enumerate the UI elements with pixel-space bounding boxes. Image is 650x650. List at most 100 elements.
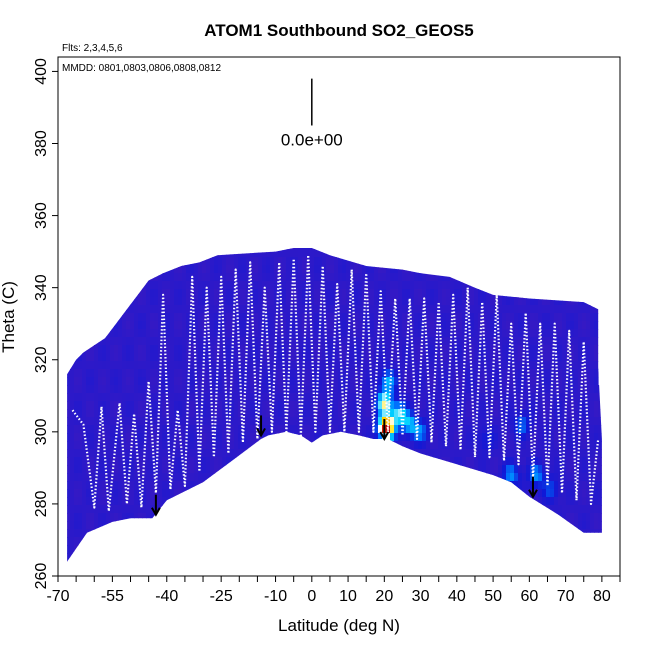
heatmap-cell xyxy=(518,329,523,338)
heatmap-cell xyxy=(106,393,111,402)
heatmap-cell xyxy=(94,353,99,362)
heatmap-cell xyxy=(366,353,371,362)
heatmap-cell xyxy=(542,329,547,338)
heatmap-cell xyxy=(194,281,199,290)
heatmap-cell xyxy=(590,505,595,514)
heatmap-cell xyxy=(494,345,499,354)
heatmap-cell xyxy=(458,385,463,394)
heatmap-cell xyxy=(514,457,519,466)
heatmap-cell xyxy=(134,409,139,418)
heatmap-cell xyxy=(570,497,575,506)
heatmap-cell xyxy=(502,377,507,386)
heatmap-cell xyxy=(158,497,163,506)
heatmap-cell xyxy=(594,353,599,362)
heatmap-cell xyxy=(166,385,171,394)
heatmap-cell xyxy=(406,297,411,306)
heatmap-cell xyxy=(74,449,79,458)
heatmap-cell xyxy=(138,313,143,322)
heatmap-cell xyxy=(174,353,179,362)
heatmap-cell xyxy=(254,321,259,330)
heatmap-cell xyxy=(538,449,543,458)
heatmap-cell xyxy=(174,393,179,402)
heatmap-cell xyxy=(278,377,283,386)
heatmap-cell xyxy=(514,433,519,442)
heatmap-cell xyxy=(342,321,347,330)
heatmap-cell xyxy=(206,345,211,354)
heatmap-cell xyxy=(494,441,499,450)
heatmap-cell xyxy=(498,417,503,426)
heatmap-cell xyxy=(206,369,211,378)
heatmap-cell xyxy=(526,457,531,466)
heatmap-cell xyxy=(250,377,255,386)
heatmap-cell xyxy=(550,433,555,442)
heatmap-cell xyxy=(202,449,207,458)
heatmap-cell xyxy=(270,289,275,298)
heatmap-cell xyxy=(426,449,431,458)
heatmap-cell xyxy=(478,465,483,474)
heatmap-cell xyxy=(394,433,399,442)
heatmap-cell xyxy=(274,401,279,410)
heatmap-cell xyxy=(322,273,327,282)
heatmap-cell xyxy=(142,489,147,498)
heatmap-cell xyxy=(594,321,599,330)
heatmap-cell xyxy=(522,449,527,458)
heatmap-cell xyxy=(218,457,223,466)
heatmap-cell xyxy=(334,409,339,418)
heatmap-cell xyxy=(230,273,235,282)
heatmap-cell xyxy=(210,425,215,434)
heatmap-cell xyxy=(318,417,323,426)
heatmap-cell xyxy=(126,505,131,514)
heatmap-cell xyxy=(258,401,263,410)
heatmap-cell xyxy=(342,313,347,322)
heatmap-cell xyxy=(522,401,527,410)
heatmap-cell xyxy=(210,377,215,386)
heatmap-cell xyxy=(334,377,339,386)
heatmap-cell xyxy=(166,465,171,474)
heatmap-cell xyxy=(534,449,539,458)
heatmap-cell xyxy=(370,281,375,290)
heatmap-cell xyxy=(78,465,83,474)
heatmap-cell xyxy=(290,257,295,266)
heatmap-cell xyxy=(158,393,163,402)
heatmap-cell xyxy=(330,401,335,410)
heatmap-cell xyxy=(466,425,471,434)
heatmap-cell xyxy=(202,313,207,322)
heatmap-cell xyxy=(274,281,279,290)
heatmap-cell xyxy=(314,401,319,410)
heatmap-cell xyxy=(466,377,471,386)
heatmap-cell xyxy=(158,425,163,434)
heatmap-cell xyxy=(174,329,179,338)
heatmap-cell xyxy=(178,281,183,290)
heatmap-cell xyxy=(290,329,295,338)
heatmap-cell xyxy=(574,433,579,442)
heatmap-cell xyxy=(426,425,431,434)
heatmap-cell xyxy=(214,401,219,410)
heatmap-cell xyxy=(254,249,259,258)
heatmap-cell xyxy=(454,417,459,426)
heatmap-cell xyxy=(386,313,391,322)
heatmap-cell xyxy=(126,377,131,386)
heatmap-cell xyxy=(266,281,271,290)
heatmap-cell xyxy=(342,393,347,402)
heatmap-cell xyxy=(202,433,207,442)
heatmap-cell xyxy=(430,401,435,410)
heatmap-cell xyxy=(194,433,199,442)
heatmap-cell xyxy=(122,489,127,498)
heatmap-cell xyxy=(162,281,167,290)
heatmap-cell xyxy=(114,393,119,402)
heatmap-cell xyxy=(266,385,271,394)
heatmap-cell xyxy=(582,417,587,426)
heatmap-cell xyxy=(378,361,383,370)
heatmap-cell xyxy=(342,257,347,266)
heatmap-cell xyxy=(102,385,107,394)
heatmap-cell xyxy=(346,385,351,394)
heatmap-cell xyxy=(530,441,535,450)
heatmap-cell xyxy=(478,313,483,322)
heatmap-cell xyxy=(294,425,299,434)
heatmap-cell xyxy=(67,513,71,522)
heatmap-cell xyxy=(174,473,179,482)
heatmap-cell xyxy=(90,481,95,490)
heatmap-cell xyxy=(358,409,363,418)
heatmap-cell xyxy=(142,513,147,522)
heatmap-cell xyxy=(578,481,583,490)
